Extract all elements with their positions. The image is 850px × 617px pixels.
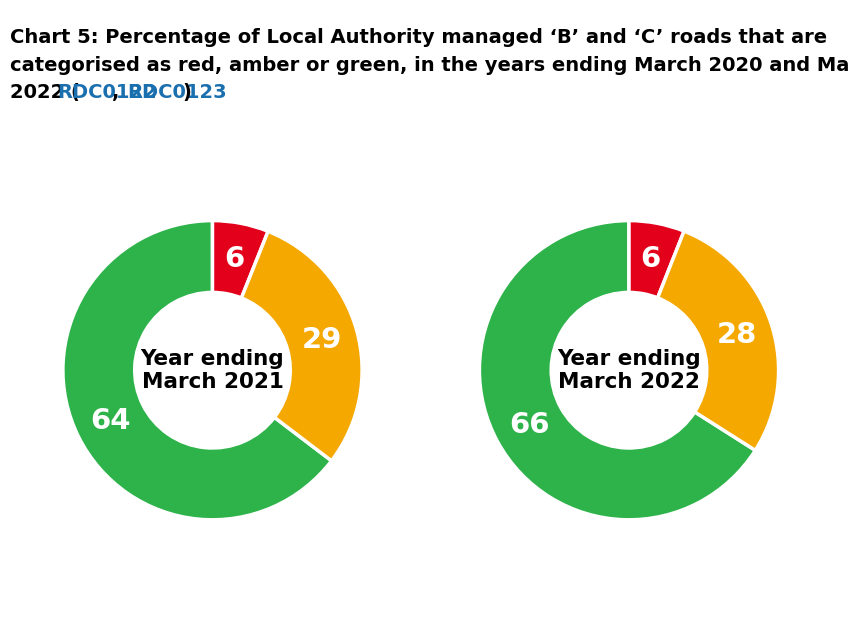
Text: ,: , <box>112 83 126 102</box>
Text: 64: 64 <box>90 407 131 435</box>
Wedge shape <box>629 221 684 298</box>
Text: 28: 28 <box>717 321 757 349</box>
Text: 2022 (: 2022 ( <box>10 83 80 102</box>
Text: Year ending
March 2022: Year ending March 2022 <box>558 349 700 392</box>
Text: Chart 5: Percentage of Local Authority managed ‘B’ and ‘C’ roads that are: Chart 5: Percentage of Local Authority m… <box>10 28 827 47</box>
Text: 66: 66 <box>509 411 550 439</box>
Wedge shape <box>212 221 268 298</box>
Wedge shape <box>479 221 756 520</box>
Wedge shape <box>241 231 362 461</box>
Text: categorised as red, amber or green, in the years ending March 2020 and March: categorised as red, amber or green, in t… <box>10 56 850 75</box>
Text: 6: 6 <box>224 244 244 273</box>
Text: RDC0123: RDC0123 <box>128 83 227 102</box>
Text: 6: 6 <box>640 244 660 273</box>
Wedge shape <box>63 221 332 520</box>
Wedge shape <box>658 231 779 450</box>
Text: Year ending
March 2021: Year ending March 2021 <box>141 349 284 392</box>
Text: ): ) <box>182 83 191 102</box>
Text: RDC0122: RDC0122 <box>57 83 157 102</box>
Text: 29: 29 <box>302 326 343 354</box>
